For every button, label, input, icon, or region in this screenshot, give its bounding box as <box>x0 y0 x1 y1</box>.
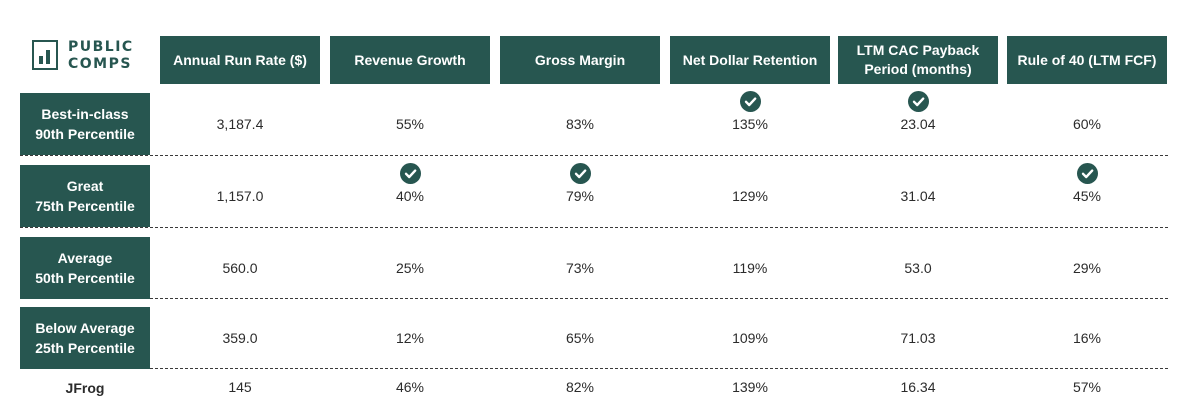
row-divider <box>20 155 1168 156</box>
table-cell-value: 65% <box>565 330 595 346</box>
check-circle-icon <box>1076 163 1098 184</box>
table-cell-value: 145 <box>228 379 252 395</box>
table-cell-value: 46% <box>395 379 425 395</box>
row-label-tier: Average <box>57 250 113 266</box>
table-cell-value: 359.0 <box>222 330 258 346</box>
table-cell-value: 45% <box>1072 188 1102 204</box>
table-cell-value: 29% <box>1072 260 1102 276</box>
table-cell-value: 560.0 <box>222 260 258 276</box>
table-cell-value: 135% <box>732 116 768 132</box>
column-header: LTM CAC Payback Period (months) <box>838 36 998 84</box>
row-label: JFrog <box>65 380 105 396</box>
row-divider <box>20 227 1168 228</box>
row-label: Great 75th Percentile <box>20 165 150 227</box>
table-cell-value: 129% <box>732 188 768 204</box>
table-cell-value: 82% <box>565 379 595 395</box>
row-label-percentile: 50th Percentile <box>35 270 135 286</box>
table-cell-value: 57% <box>1072 379 1102 395</box>
bar-chart-icon <box>32 40 58 70</box>
row-divider <box>20 368 1168 369</box>
table-cell-value: 79% <box>565 188 595 204</box>
row-label: Best-in-class 90th Percentile <box>20 93 150 155</box>
row-label-tier: Below Average <box>35 320 135 336</box>
row-label: Average 50th Percentile <box>20 237 150 299</box>
table-cell-value: 23.04 <box>900 116 936 132</box>
table-cell-value: 16% <box>1072 330 1102 346</box>
table-cell-value: 60% <box>1072 116 1102 132</box>
logo-line-2: COMPS <box>68 56 132 72</box>
table-cell-value: 139% <box>732 379 768 395</box>
logo-wordmark: PUBLIC COMPS <box>68 39 134 73</box>
check-circle-icon <box>907 91 929 112</box>
table-cell-value: 55% <box>395 116 425 132</box>
table-cell-value: 53.0 <box>904 260 932 276</box>
row-label-tier: Great <box>66 178 104 194</box>
table-cell-value: 3,187.4 <box>216 116 264 132</box>
public-comps-logo: PUBLIC COMPS <box>32 39 142 78</box>
table-cell-value: 12% <box>395 330 425 346</box>
row-label-tier: Best-in-class <box>41 106 129 122</box>
column-header: Revenue Growth <box>330 36 490 84</box>
check-circle-icon <box>739 91 761 112</box>
row-label-percentile: 75th Percentile <box>35 198 135 214</box>
table-cell-value: 73% <box>565 260 595 276</box>
row-label-percentile: 90th Percentile <box>35 126 135 142</box>
table-cell-value: 25% <box>395 260 425 276</box>
table-cell-value: 31.04 <box>900 188 936 204</box>
column-header: Net Dollar Retention <box>670 36 830 84</box>
column-header: Rule of 40 (LTM FCF) <box>1007 36 1167 84</box>
row-divider <box>20 298 1168 299</box>
table-cell-value: 1,157.0 <box>216 188 264 204</box>
table-cell-value: 83% <box>565 116 595 132</box>
table-cell-value: 109% <box>732 330 768 346</box>
row-label-percentile: 25th Percentile <box>35 340 135 356</box>
check-circle-icon <box>569 163 591 184</box>
table-cell-value: 40% <box>395 188 425 204</box>
logo-line-1: PUBLIC <box>68 39 134 55</box>
table-cell-value: 16.34 <box>900 379 936 395</box>
check-circle-icon <box>399 163 421 184</box>
row-label: Below Average 25th Percentile <box>20 307 150 369</box>
column-header: Annual Run Rate ($) <box>160 36 320 84</box>
column-header: Gross Margin <box>500 36 660 84</box>
table-cell-value: 119% <box>732 260 768 276</box>
table-cell-value: 71.03 <box>900 330 936 346</box>
